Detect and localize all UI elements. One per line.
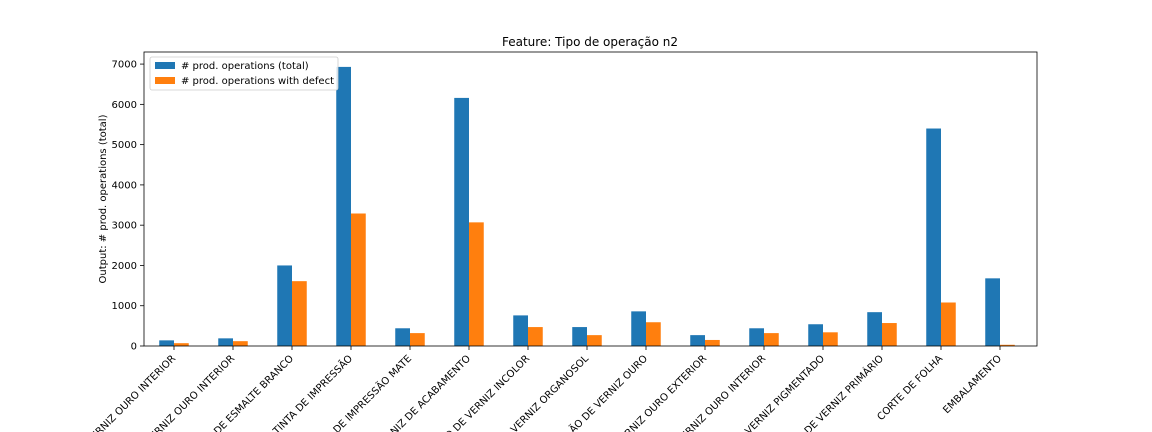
- bar-total-5: [454, 97, 469, 346]
- legend-frame: [149, 56, 339, 91]
- y-tick-label-5: 5000: [112, 140, 137, 151]
- x-tick-label-13: CORTE DE FOLHA: [876, 353, 946, 423]
- bar-defect-10: [764, 333, 779, 346]
- bar-defect-13: [941, 302, 956, 346]
- bar-defect-8: [646, 322, 661, 346]
- y-tick-label-7: 7000: [112, 60, 137, 71]
- bar-defect-7: [587, 335, 602, 346]
- y-axis-ticks: 0 1000 2000 3000 4000 5000 6000 7000: [112, 60, 144, 353]
- bar-defect-4: [410, 333, 425, 346]
- y-tick-label-0: 0: [131, 342, 137, 353]
- bar-defect-12: [882, 323, 897, 346]
- bar-total-9: [690, 335, 705, 346]
- bar-total-7: [572, 327, 587, 346]
- y-tick-label-4: 4000: [112, 180, 137, 191]
- bar-total-6: [513, 315, 528, 346]
- y-tick-label-6: 6000: [112, 100, 137, 111]
- bar-defect-1: [233, 341, 248, 346]
- bar-defect-2: [292, 281, 307, 346]
- bar-total-12: [867, 312, 882, 346]
- bar-total-0: [159, 340, 174, 346]
- bar-defect-14: [1000, 344, 1015, 346]
- x-tick-label-14: EMBALAMENTO: [941, 353, 1004, 416]
- bar-defect-6: [528, 327, 543, 346]
- plot-frame: [143, 51, 1038, 347]
- legend-swatch-1: [155, 77, 175, 84]
- legend-swatch-0: [155, 62, 175, 69]
- bar-defect-11: [823, 332, 838, 346]
- legend-label-1: # prod. operations with defect: [181, 76, 334, 87]
- bars-group: [159, 66, 1015, 347]
- legend-label-0: # prod. operations (total): [181, 61, 309, 72]
- bar-defect-9: [705, 339, 720, 346]
- bar-defect-0: [174, 343, 189, 346]
- y-tick-label-2: 2000: [112, 261, 137, 272]
- legend: # prod. operations (total) # prod. operat…: [149, 56, 339, 91]
- bar-total-14: [985, 278, 1000, 346]
- bar-total-13: [926, 128, 941, 346]
- bar-defect-5: [469, 222, 484, 346]
- bar-total-4: [395, 328, 410, 346]
- bar-total-8: [631, 311, 646, 346]
- bar-total-11: [808, 324, 823, 346]
- y-tick-label-1: 1000: [112, 301, 137, 312]
- bar-total-1: [218, 338, 233, 346]
- bar-total-10: [749, 328, 764, 346]
- bar-total-3: [336, 66, 351, 347]
- chart-title: Feature: Tipo de operação n2: [502, 35, 678, 49]
- y-tick-label-3: 3000: [112, 221, 137, 232]
- y-axis-label: Output: # prod. operations (total): [98, 114, 109, 283]
- bar-defect-3: [351, 213, 366, 346]
- bar-total-2: [277, 265, 292, 346]
